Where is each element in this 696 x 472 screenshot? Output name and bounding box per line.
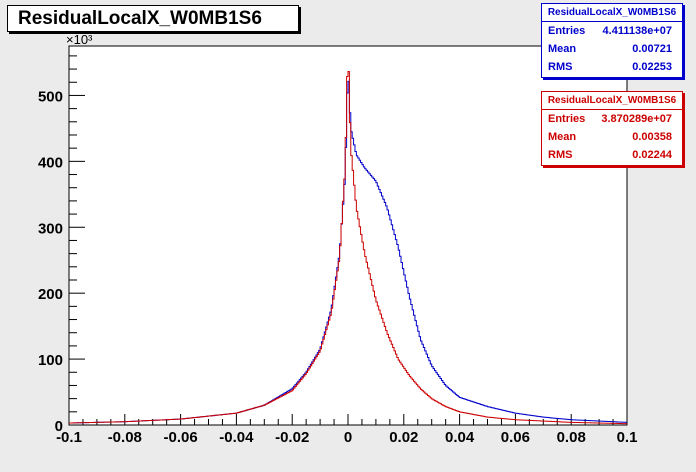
histogram-title-box: ResidualLocalX_W0MB1S6: [7, 5, 299, 32]
x-tick-label: 0.02: [389, 429, 418, 446]
x-tick-label: 0.1: [617, 429, 638, 446]
x-tick-label: 0: [344, 429, 352, 446]
stats-rms-label: RMS: [548, 61, 573, 73]
stats-rms-label: RMS: [548, 149, 573, 161]
y-multiplier-label: ×10³: [66, 32, 93, 47]
y-tick-label: 200: [38, 286, 63, 303]
x-tick-label: 0.08: [557, 429, 586, 446]
x-tick-label: -0.1: [56, 429, 82, 446]
y-tick-label: 100: [38, 352, 63, 369]
y-tick-label: 400: [38, 154, 63, 171]
stats-rms-value: 0.02244: [632, 149, 672, 161]
stats-box-blue: ResidualLocalX_W0MB1S6 Entries 4.411138e+…: [541, 3, 683, 78]
stats-entries-value: 3.870289e+07: [601, 113, 672, 125]
stats-mean-label: Mean: [548, 131, 577, 143]
x-tick-label: 0.06: [501, 429, 530, 446]
x-tick-label: -0.04: [219, 429, 254, 446]
histogram-title: ResidualLocalX_W0MB1S6: [18, 8, 262, 29]
stats-entries-value: 4.411138e+07: [602, 25, 672, 37]
stats-name: ResidualLocalX_W0MB1S6: [542, 4, 682, 22]
stats-entries-label: Entries: [548, 25, 586, 37]
stats-mean-label: Mean: [548, 43, 577, 55]
x-tick-label: -0.08: [108, 429, 142, 446]
plot-frame: [68, 45, 628, 426]
stats-box-red: ResidualLocalX_W0MB1S6 Entries 3.870289e+…: [541, 91, 683, 166]
stats-mean-value: 0.00358: [632, 131, 672, 143]
x-tick-label: -0.02: [275, 429, 309, 446]
stats-name: ResidualLocalX_W0MB1S6: [542, 92, 682, 110]
x-tick-label: -0.06: [163, 429, 197, 446]
stats-rms-value: 0.02253: [632, 61, 672, 73]
x-tick-label: 0.04: [445, 429, 475, 446]
y-tick-label: 500: [38, 88, 63, 105]
stats-entries-label: Entries: [548, 113, 586, 125]
y-tick-label: 300: [38, 220, 63, 237]
y-tick-label: 0: [55, 418, 63, 435]
histogram-series-1: [69, 71, 627, 425]
stats-mean-value: 0.00721: [632, 43, 672, 55]
